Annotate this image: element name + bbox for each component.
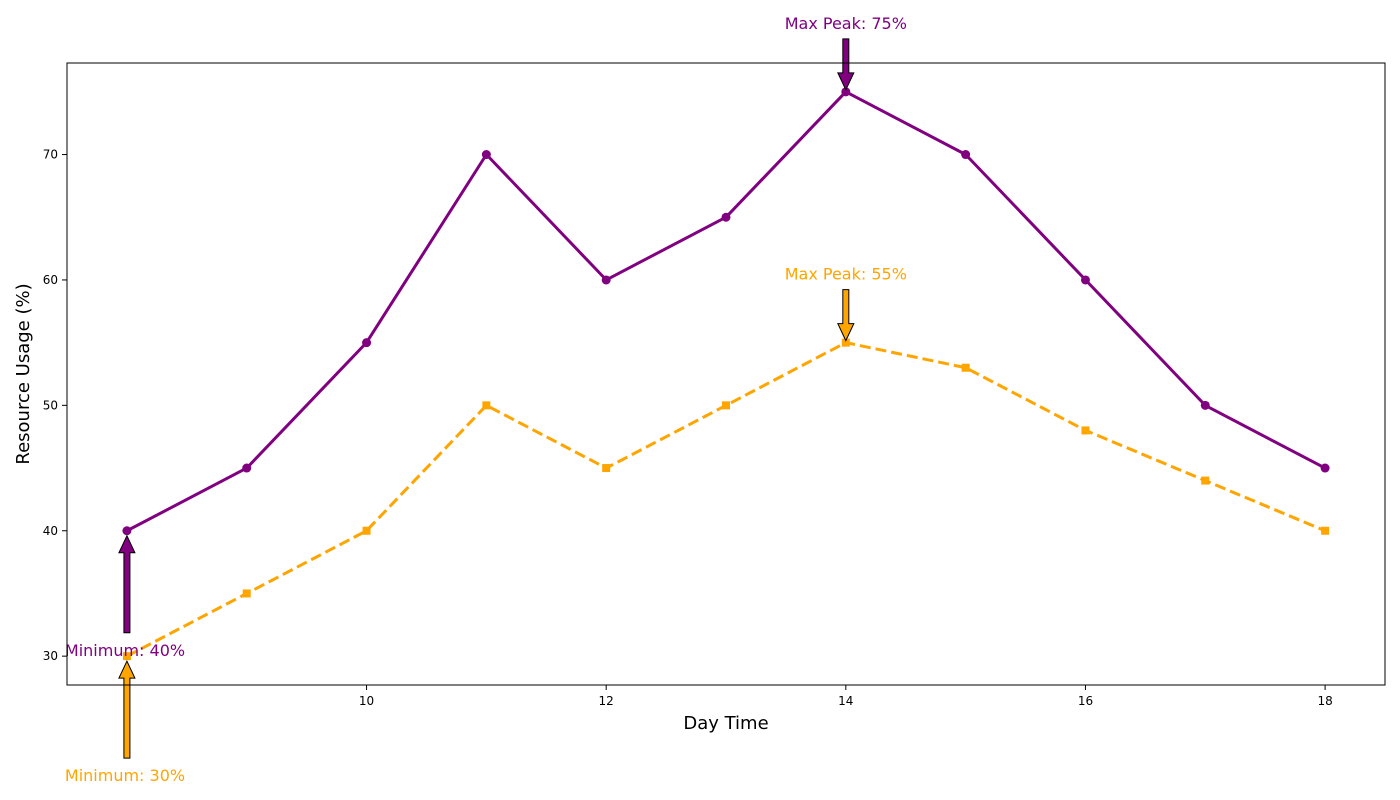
series-0-point-6: [841, 87, 851, 97]
series-1-point-1: [242, 589, 251, 598]
annotation-0-arrow: [837, 38, 855, 92]
y-tick-label-2: 50: [43, 398, 58, 412]
annotation-1-arrow: [118, 534, 136, 634]
annotation-2-arrow: [837, 289, 855, 342]
series-0-point-10: [1320, 463, 1330, 473]
series-1-point-3: [482, 401, 491, 410]
series-0-point-0: [122, 526, 132, 536]
annotation-2-label: Max Peak: 55%: [785, 265, 907, 284]
series-0-point-7: [961, 150, 971, 160]
series-1-line: [126, 341, 1326, 658]
x-tick-label-2: 14: [838, 694, 853, 708]
series-1-point-10: [1321, 526, 1330, 535]
y-tick-label-4: 70: [43, 148, 58, 162]
series-1-point-2: [362, 526, 371, 535]
series-1-point-4: [602, 464, 611, 473]
annotation-layer: Max Peak: 75% Minimum: 40% Max Peak: 55% Mi…: [65, 14, 907, 785]
x-tick-label-1: 12: [599, 694, 614, 708]
annotation-3-arrow: [118, 659, 136, 759]
series-0-point-3: [481, 150, 491, 160]
y-axis-label: Resource Usage (%): [13, 283, 34, 464]
y-tick-label-0: 30: [43, 649, 58, 663]
series-0-point-5: [721, 212, 731, 222]
series-layer: [122, 87, 1330, 661]
series-0-line: [126, 90, 1326, 533]
axes-layer: 10 12 14 16 18 30 40 50 60 70: [43, 62, 1386, 708]
y-tick-label-3: 60: [43, 273, 58, 287]
x-axis-label: Day Time: [683, 713, 768, 734]
x-tick-label-4: 18: [1317, 694, 1332, 708]
series-1-point-9: [1201, 476, 1210, 485]
series-1-point-8: [1081, 426, 1090, 435]
series-1-point-5: [722, 401, 730, 410]
series-0-point-9: [1200, 400, 1210, 410]
series-0-point-8: [1080, 275, 1090, 285]
series-0-point-1: [242, 463, 252, 473]
series-1-point-0: [122, 652, 131, 661]
series-1-point-7: [961, 363, 970, 372]
annotation-1-label: Minimum: 40%: [65, 641, 185, 660]
annotation-3-label: Minimum: 30%: [65, 766, 185, 785]
annotation-0-label: Max Peak: 75%: [785, 14, 907, 33]
series-1-point-6: [841, 338, 850, 347]
x-tick-label-3: 16: [1078, 694, 1093, 708]
x-tick-label-0: 10: [359, 694, 374, 708]
plot-frame: [66, 62, 1386, 686]
series-0-point-2: [362, 338, 372, 348]
series-0-point-4: [601, 275, 611, 285]
y-tick-label-1: 40: [43, 524, 58, 538]
